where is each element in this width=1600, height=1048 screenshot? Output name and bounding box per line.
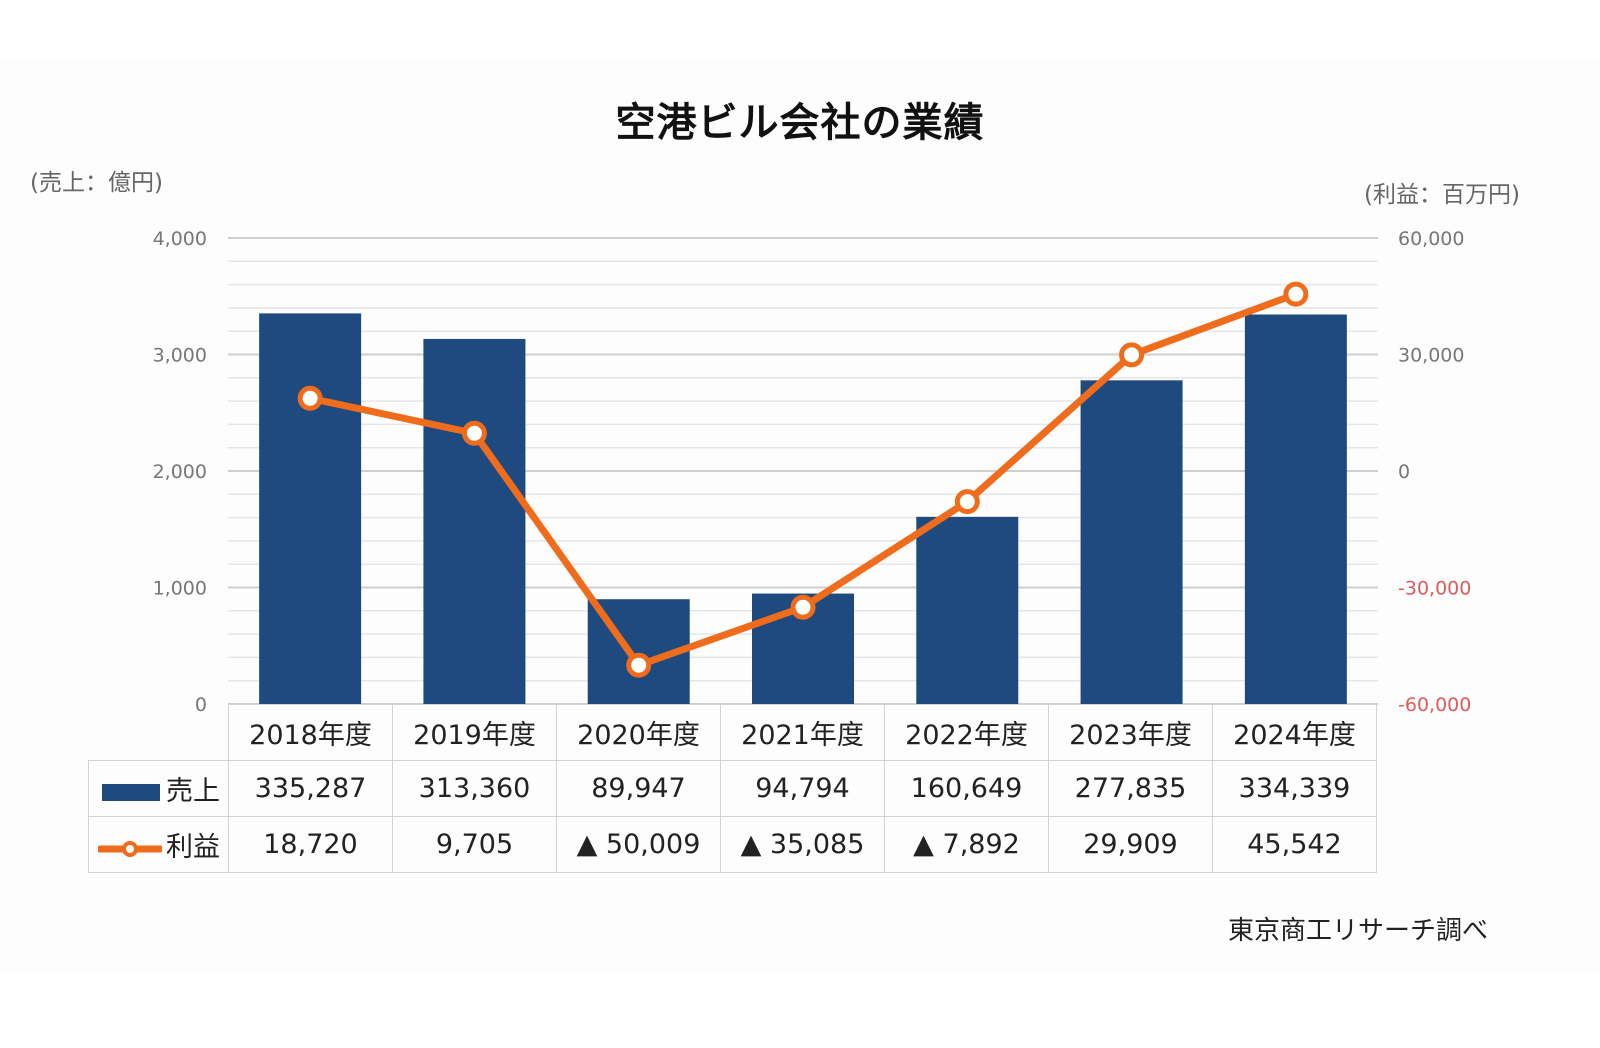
column-header: 2024年度 — [1212, 704, 1377, 761]
right-axis-tick: 30,000 — [1398, 345, 1464, 367]
row-header-profit: 利益 — [88, 816, 229, 873]
profit-line — [297, 281, 1309, 678]
profit-marker — [790, 594, 816, 620]
column-header: 2019年度 — [392, 704, 557, 761]
table-cell: ▲ 7,892 — [884, 816, 1049, 873]
left-axis-unit: (売上：億円) — [30, 170, 163, 196]
table-cell: 313,360 — [392, 760, 557, 817]
right-axis-tick: 0 — [1398, 461, 1410, 483]
table-cell: 89,947 — [556, 760, 721, 817]
profit-marker — [461, 420, 487, 446]
sales-bars — [259, 313, 1347, 704]
profit-marker — [626, 652, 652, 678]
table-cell: 18,720 — [228, 816, 393, 873]
column-header: 2020年度 — [556, 704, 721, 761]
bar-legend-icon — [102, 784, 160, 801]
table-row-sales: 売上 335,287 313,360 89,947 94,794 160,649… — [88, 760, 1377, 817]
table-cell: ▲ 35,085 — [720, 816, 885, 873]
right-axis-ticks: -60,000 -30,000 0 30,000 60,000 — [1398, 228, 1471, 716]
table-cell: 335,287 — [228, 760, 393, 817]
table-cell: 94,794 — [720, 760, 885, 817]
left-axis-tick: 3,000 — [153, 345, 207, 367]
table-cell: 277,835 — [1048, 760, 1213, 817]
column-header: 2021年度 — [720, 704, 885, 761]
table-cell: 29,909 — [1048, 816, 1213, 873]
sales-bar — [916, 516, 1019, 704]
sales-bar — [423, 338, 526, 704]
left-axis-tick: 2,000 — [153, 461, 207, 483]
data-table: 2018年度 2019年度 2020年度 2021年度 2022年度 2023年… — [88, 704, 1377, 873]
profit-marker — [297, 385, 323, 411]
row-header-sales: 売上 — [88, 760, 229, 817]
table-cell: 334,339 — [1212, 760, 1377, 817]
column-header: 2023年度 — [1048, 704, 1213, 761]
sales-bar — [1080, 380, 1183, 704]
column-header: 2018年度 — [228, 704, 393, 761]
profit-marker — [1283, 281, 1309, 307]
right-axis-unit: (利益：百万円) — [1364, 182, 1520, 208]
table-header-row: 2018年度 2019年度 2020年度 2021年度 2022年度 2023年… — [88, 704, 1377, 761]
sales-bar — [1244, 314, 1347, 704]
profit-marker — [954, 489, 980, 515]
right-axis-tick: 60,000 — [1398, 228, 1464, 250]
right-axis-tick: -30,000 — [1398, 578, 1471, 600]
left-axis-tick: 1,000 — [153, 578, 207, 600]
table-cell: 160,649 — [884, 760, 1049, 817]
table-cell: 9,705 — [392, 816, 557, 873]
source-note: 東京商工リサーチ調べ — [1227, 916, 1488, 946]
left-axis-tick: 4,000 — [153, 228, 207, 250]
chart-title: 空港ビル会社の業績 — [615, 100, 985, 146]
sales-bar — [259, 313, 362, 704]
column-header: 2022年度 — [884, 704, 1049, 761]
table-cell: ▲ 50,009 — [556, 816, 721, 873]
line-legend-icon — [98, 840, 162, 857]
profit-marker — [1119, 342, 1145, 368]
table-cell: 45,542 — [1212, 816, 1377, 873]
table-row-profit: 利益 18,720 9,705 ▲ 50,009 ▲ 35,085 ▲ 7,89… — [88, 816, 1377, 873]
right-axis-tick: -60,000 — [1398, 694, 1471, 716]
